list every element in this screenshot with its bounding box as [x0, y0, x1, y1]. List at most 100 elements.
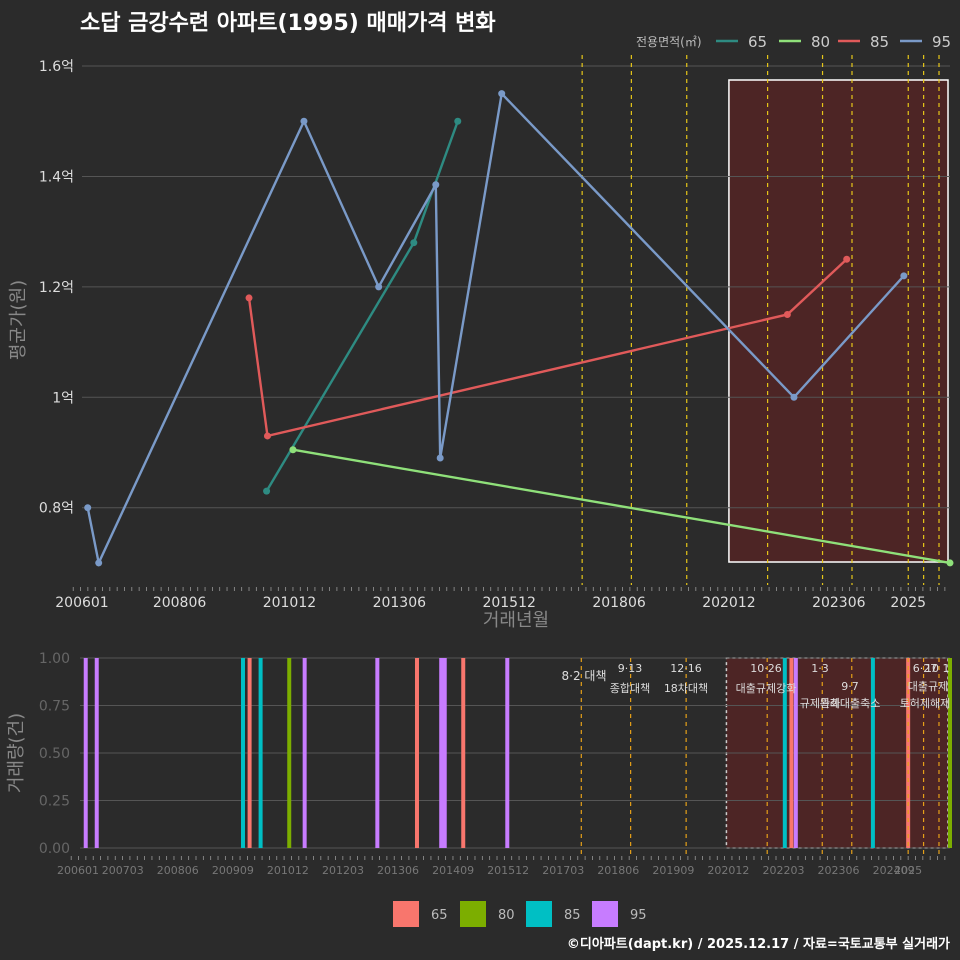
data-point-85: [263, 432, 271, 440]
y-tick-label: 1.2억: [39, 280, 74, 296]
policy-date: 6·27: [913, 662, 938, 675]
data-point-95: [375, 283, 383, 291]
volume-x-tick-label: 200806: [157, 864, 199, 877]
policy-label: 종합대책: [610, 682, 650, 695]
y-tick-label: 1.4억: [39, 169, 74, 185]
volume-x-tick-label: 201203: [322, 864, 364, 877]
volume-bar-95: [94, 658, 99, 848]
volume-bar-95: [442, 658, 447, 848]
policy-label: 특례대출축소: [820, 697, 881, 710]
volume-y-axis-title: 거래량(건): [6, 713, 27, 793]
policy-label: 18차대책: [664, 682, 708, 695]
volume-legend-swatch-85: [526, 901, 552, 927]
volume-legend: 65 80 85 95: [393, 901, 647, 927]
legend-label-65: 65: [748, 33, 767, 51]
volume-x-tick-label: 200703: [102, 864, 144, 877]
chart-title: 소답 금강수련 아파트(1995) 매매가격 변화: [80, 11, 496, 36]
volume-bar-85: [258, 658, 263, 848]
volume-x-tick-label: 200909: [212, 864, 254, 877]
data-point-65: [263, 487, 271, 495]
data-point-95: [436, 454, 444, 462]
data-point-85: [783, 310, 791, 318]
x-tick-label: 202306: [812, 595, 866, 611]
price-chart: 0.8억 1억 1.2억 1.4억 1.6억 200601 200806 201012 2013…: [8, 55, 954, 631]
volume-y-tick-label: 0.00: [39, 841, 70, 857]
x-tick-label: 2025: [890, 595, 926, 611]
policy-date: 9·13: [618, 662, 643, 675]
volume-bar-95: [83, 658, 88, 848]
volume-bar-85: [870, 658, 875, 848]
data-point-95: [84, 504, 92, 512]
volume-y-tick-label: 1.00: [39, 651, 70, 667]
volume-legend-label-95: 95: [630, 908, 647, 923]
volume-x-tick-label: 201012: [267, 864, 309, 877]
x-tick-label: 201306: [373, 595, 427, 611]
data-point-80: [289, 446, 297, 454]
policy-label: 8·2 대책: [562, 668, 607, 683]
volume-x-tick-label: 202409: [873, 864, 915, 877]
x-tick-label: 201512: [482, 595, 535, 611]
volume-bar-65: [461, 658, 466, 848]
y-tick-label: 0.8억: [39, 501, 74, 517]
price-legend: 전용면적(㎡) 65 80 85 95: [636, 33, 951, 51]
volume-bar-95: [302, 658, 307, 848]
volume-y-tick-label: 0.50: [39, 746, 70, 762]
volume-x-tick-label: 202203: [762, 864, 804, 877]
legend-title: 전용면적(㎡): [636, 35, 702, 49]
volume-x-tick-label: 201306: [377, 864, 419, 877]
y-tick-label: 1억: [52, 390, 74, 406]
volume-bar-65: [414, 658, 419, 848]
x-tick-label: 201806: [592, 595, 646, 611]
data-point-85: [843, 255, 851, 263]
policy-label: 대출규제강화: [736, 682, 797, 695]
volume-bar-80: [948, 658, 952, 848]
policy-label: 대출규제: [908, 680, 948, 693]
data-point-85: [245, 294, 253, 302]
policy-date: 12·16: [670, 662, 702, 675]
data-point-95: [790, 393, 798, 401]
volume-x-tick-label: 2025: [894, 864, 922, 877]
volume-bar-85: [240, 658, 245, 848]
volume-bar-95: [375, 658, 380, 848]
data-point-95: [300, 117, 308, 125]
volume-x-tick-label: 201909: [652, 864, 694, 877]
volume-legend-label-80: 80: [498, 908, 515, 923]
y-axis-title: 평균가(원): [8, 280, 29, 360]
series-line-85: [247, 258, 848, 438]
data-point-95: [900, 272, 908, 280]
policy-label: 토허제해제: [900, 696, 951, 710]
policy-date: 1·3: [811, 662, 829, 675]
policy-label: 규제완화: [800, 697, 840, 710]
footer-credit: ©디아파트(dapt.kr) / 2025.12.17 / 자료=국토교통부 실…: [567, 936, 950, 952]
policy-date: 1: [943, 662, 950, 675]
policy-date: 9·7: [841, 680, 859, 693]
volume-y-tick-label: 0.75: [39, 699, 70, 715]
highlight-range: [728, 79, 949, 563]
volume-bar-95: [439, 658, 444, 848]
volume-bar-65: [247, 658, 252, 848]
policy-date: 10: [925, 662, 939, 675]
x-tick-label: 201012: [263, 595, 316, 611]
volume-y-tick-label: 0.25: [39, 794, 70, 810]
x-tick-label: 200601: [55, 595, 108, 611]
x-tick-label: 202012: [702, 595, 755, 611]
data-point-80: [946, 559, 954, 567]
data-point-95: [95, 559, 103, 567]
volume-x-tick-label: 201806: [597, 864, 639, 877]
data-point-65: [410, 239, 418, 247]
data-point-95: [432, 181, 440, 189]
volume-chart: 0.00 0.25 0.50 0.75 1.00 8·2 대책 9·13 종합대책 12·16 1…: [6, 651, 952, 877]
volume-legend-swatch-65: [393, 901, 419, 927]
volume-legend-swatch-80: [460, 901, 486, 927]
volume-bar-95: [793, 658, 798, 848]
x-tick-label: 200806: [153, 595, 207, 611]
series-line-80: [292, 448, 951, 565]
y-tick-label: 1.6억: [39, 59, 74, 75]
data-point-95: [498, 90, 506, 98]
volume-x-tick-label: 202012: [707, 864, 749, 877]
volume-legend-swatch-95: [592, 901, 618, 927]
volume-legend-label-85: 85: [564, 908, 581, 923]
x-axis-title: 거래년월: [483, 610, 549, 631]
volume-bar-65: [906, 658, 911, 848]
